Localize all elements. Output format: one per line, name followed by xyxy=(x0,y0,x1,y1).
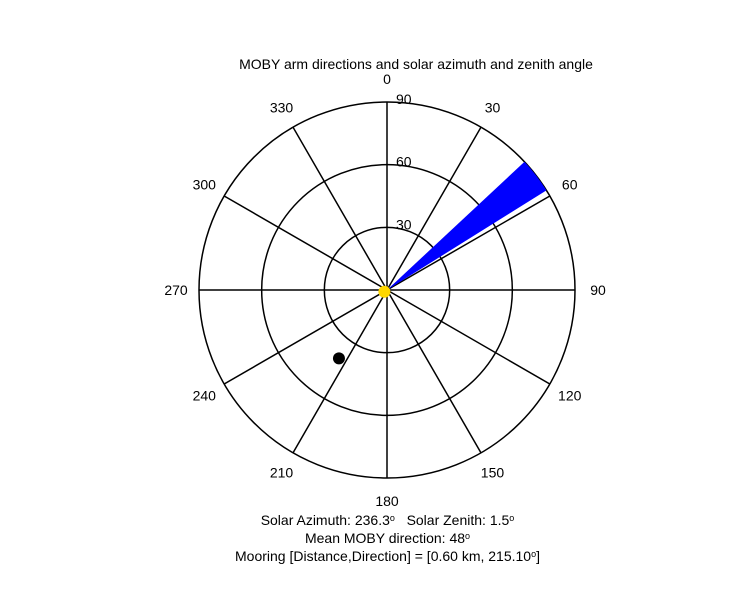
azimuth-label-300: 300 xyxy=(193,177,217,193)
degree-symbol: o xyxy=(389,513,395,523)
spoke-120 xyxy=(386,289,551,385)
mooring-caption: Mooring [Distance,Direction] = [0.60 km,… xyxy=(0,545,750,565)
azimuth-label-180: 180 xyxy=(375,493,399,509)
azimuth-label-240: 240 xyxy=(193,387,217,403)
spoke-210 xyxy=(292,289,388,454)
mooring-point xyxy=(332,352,345,365)
degree-symbol: o xyxy=(531,549,537,559)
mean-direction-caption: Mean MOBY direction: 48o xyxy=(0,527,750,547)
azimuth-label-90: 90 xyxy=(590,282,606,298)
solar-zenith-label: Solar Zenith: 1.5 xyxy=(406,512,510,528)
radial-label-60: 60 xyxy=(396,154,412,170)
polar-grid xyxy=(198,101,576,479)
azimuth-label-60: 60 xyxy=(562,177,578,193)
chart-title: MOBY arm directions and solar azimuth an… xyxy=(239,56,593,72)
azimuth-label-210: 210 xyxy=(270,465,294,481)
degree-symbol: o xyxy=(509,513,515,523)
spoke-240 xyxy=(223,289,388,385)
mean-direction-label: Mean MOBY direction: 48 xyxy=(304,530,466,546)
radial-label-90: 90 xyxy=(396,91,412,107)
azimuth-label-150: 150 xyxy=(481,465,505,481)
moby-arm-sector xyxy=(387,161,547,290)
degree-symbol: o xyxy=(465,531,471,541)
spoke-60 xyxy=(386,195,551,291)
solar-caption: Solar Azimuth: 236.3o Solar Zenith: 1.5o xyxy=(0,509,750,529)
spoke-30 xyxy=(386,126,482,291)
sun-point xyxy=(378,285,391,298)
azimuth-label-0: 0 xyxy=(383,71,391,87)
spoke-150 xyxy=(386,289,482,454)
azimuth-label-120: 120 xyxy=(558,387,582,403)
azimuth-label-270: 270 xyxy=(164,282,188,298)
solar-azimuth-label: Solar Azimuth: 236.3 xyxy=(260,512,390,528)
spoke-300 xyxy=(223,195,388,291)
azimuth-label-30: 30 xyxy=(485,99,501,115)
mooring-close: ] xyxy=(536,548,540,564)
radial-label-30: 30 xyxy=(396,216,412,232)
azimuth-label-330: 330 xyxy=(270,99,294,115)
tick-labels: 0 30 60 90 120 150 180 210 240 270 300 330 30 60 90 xyxy=(164,71,606,509)
chart-marks xyxy=(332,161,547,365)
spoke-330 xyxy=(292,126,388,291)
mooring-label: Mooring [Distance,Direction] = [0.60 km,… xyxy=(235,548,532,564)
